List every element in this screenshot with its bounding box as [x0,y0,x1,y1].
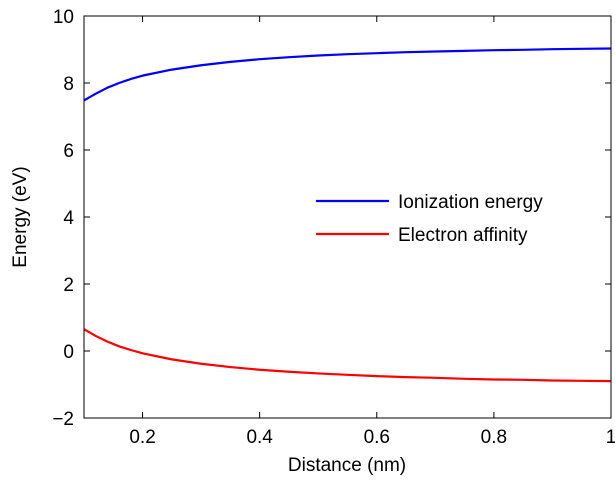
x-tick-label: 1 [606,427,615,448]
x-tick-label: 0.8 [481,427,507,448]
y-tick-label: 8 [63,74,74,95]
x-tick-label: 0.2 [129,427,155,448]
x-axis-label: Distance (nm) [288,455,406,476]
plot-frame [83,15,612,419]
y-tick-label: 0 [63,342,74,363]
legend-label-ionization-energy: Ionization energy [398,192,543,213]
y-tick-label: 2 [63,275,74,296]
legend: Ionization energy Electron affinity [316,192,543,246]
y-tick-label: −2 [52,409,74,430]
x-tick-label: 0.6 [364,427,390,448]
y-tick-label: 4 [63,208,74,229]
y-tick-label: 6 [63,141,74,162]
x-tick-label: 0.4 [246,427,273,448]
series-line-electron-affinity [83,328,612,383]
series-layer [83,47,612,383]
tick-labels-layer: 0.2 0.4 0.6 0.8 1 −2 0 2 4 6 8 10 [52,7,615,448]
series-line-ionization-energy [83,47,612,102]
y-axis-label: Energy (eV) [10,166,31,267]
legend-label-electron-affinity: Electron affinity [398,225,528,246]
plot-area [84,16,611,418]
y-tick-label: 10 [53,7,74,28]
